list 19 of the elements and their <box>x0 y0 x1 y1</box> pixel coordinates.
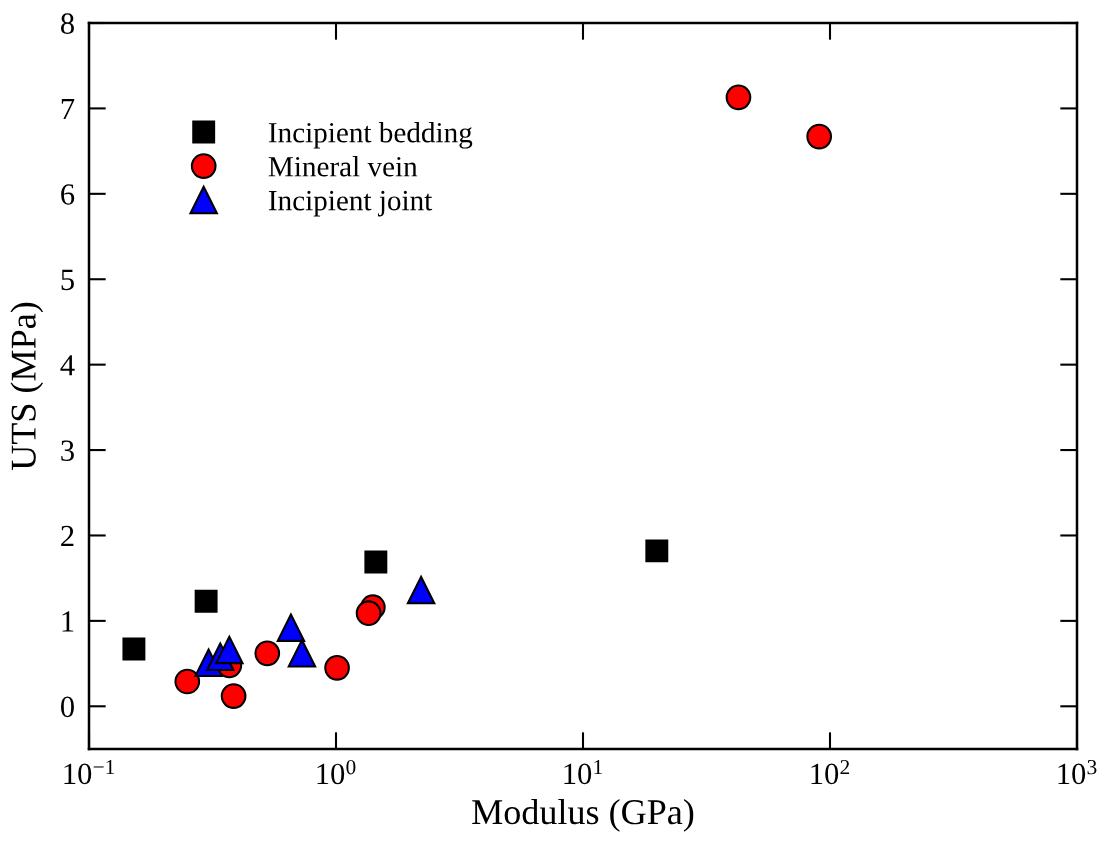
y-tick-label: 5 <box>61 269 74 291</box>
y-tick-label: 0 <box>61 696 74 718</box>
legend-label: Mineral vein <box>268 156 418 177</box>
y-tick-label: 1 <box>62 611 74 632</box>
legend-label: Incipient joint <box>268 190 433 217</box>
y-axis-title: UTS (MPa) <box>10 302 44 470</box>
x-tick-label: 10$^{3}$ <box>1058 759 1097 785</box>
y-tick-label: 6 <box>61 184 75 205</box>
y-tick-label: 3 <box>61 440 74 461</box>
x-tick-label: 10$^{0}$ <box>317 759 356 785</box>
x-tick-label: 10$^{1}$ <box>564 759 602 785</box>
y-tick-label: 4 <box>60 355 75 376</box>
y-tick-label: 8 <box>61 13 74 34</box>
x-tick-label: 10$^{2}$ <box>811 759 850 785</box>
x-axis-title: Modulus (GPa) <box>472 798 694 832</box>
legend-label: Incipient bedding <box>268 122 473 149</box>
y-tick-label: 2 <box>61 525 74 547</box>
y-tick-label: 7 <box>61 99 75 120</box>
x-tick-label: 10$^{−1}$ <box>64 759 115 785</box>
